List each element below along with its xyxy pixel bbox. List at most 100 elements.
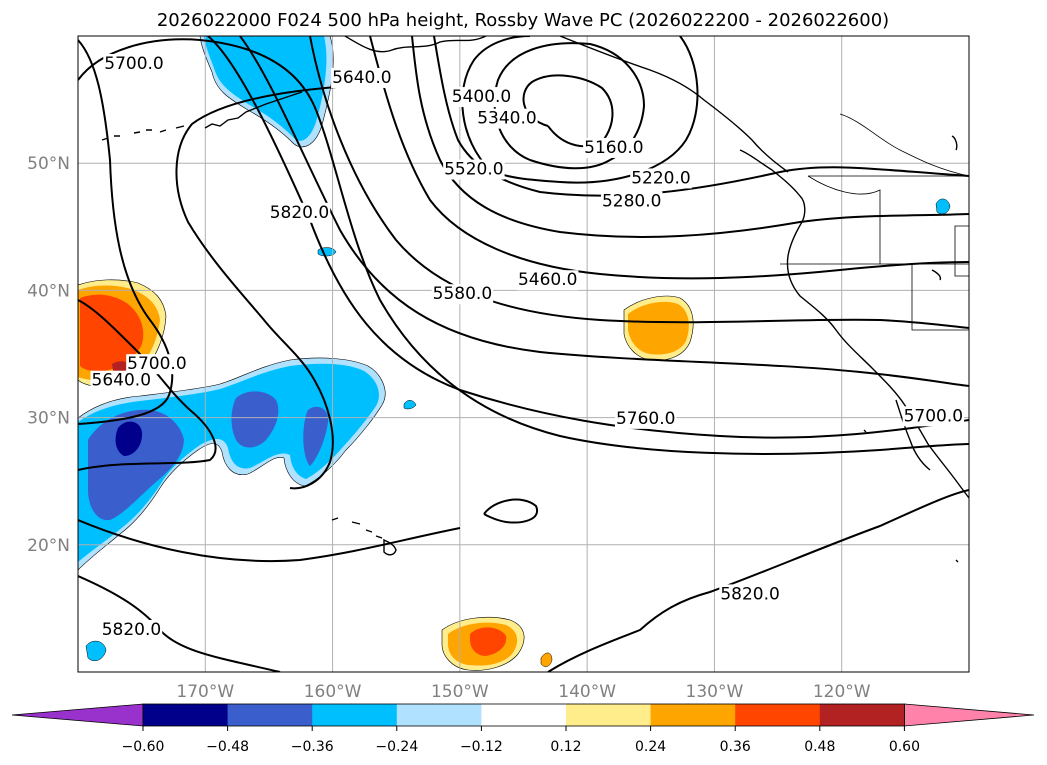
contour-5520 bbox=[309, 36, 969, 329]
colorbar-tick-label: −0.24 bbox=[375, 739, 418, 755]
contour-label: 5820.0 bbox=[720, 584, 779, 604]
contour-label: 5700.0 bbox=[904, 406, 963, 426]
contour-label: 5280.0 bbox=[602, 191, 661, 211]
colorbar-tick-label: −0.48 bbox=[206, 739, 249, 755]
colorbar-segment bbox=[650, 704, 736, 726]
colorbar-segment bbox=[227, 704, 313, 726]
state-borders bbox=[780, 175, 969, 331]
contour-label: 5700.0 bbox=[104, 54, 163, 74]
contour-label-bg bbox=[600, 191, 663, 212]
colorbar-segment bbox=[819, 704, 905, 726]
contour-label-bg bbox=[268, 202, 331, 223]
contour-label: 5700.0 bbox=[127, 354, 186, 374]
contour-label-bg bbox=[450, 87, 513, 108]
contour-5640-west bbox=[78, 39, 174, 425]
contour-label: 5340.0 bbox=[477, 109, 536, 129]
lon-tick-label: 160°W bbox=[304, 682, 362, 702]
contour-label-bg bbox=[431, 284, 494, 305]
contour-label: 5220.0 bbox=[631, 168, 690, 188]
lat-tick-label: 20°N bbox=[27, 536, 70, 556]
colorbar-segment bbox=[396, 704, 482, 726]
lat-tick-label: 40°N bbox=[27, 281, 70, 301]
contour-5340 bbox=[433, 36, 969, 197]
lon-tick-label: 120°W bbox=[813, 682, 871, 702]
contour-label-bg bbox=[583, 137, 645, 158]
contour-5400 bbox=[411, 36, 969, 238]
contour-label-bg bbox=[443, 159, 505, 180]
lon-tick-label: 140°W bbox=[558, 682, 616, 702]
anomaly-tropical-positive bbox=[441, 616, 525, 671]
canada-border bbox=[839, 113, 969, 177]
lat-tick-label: 30°N bbox=[27, 409, 70, 429]
contour-label: 5820.0 bbox=[270, 203, 329, 223]
alaska-coast bbox=[344, 36, 487, 53]
map-frame bbox=[77, 35, 970, 673]
contour-5700-west bbox=[78, 299, 217, 471]
aleutian-islands bbox=[204, 91, 303, 129]
anomaly-northeast-pacific-positive bbox=[623, 295, 694, 361]
contour-label: 5760.0 bbox=[616, 409, 675, 429]
contour-label: 5640.0 bbox=[332, 68, 391, 88]
axis-labels: 170°W 160°W 150°W 140°W 130°W 120°W 20°N 30°N 40… bbox=[27, 154, 871, 702]
colorbar-outline bbox=[142, 703, 905, 727]
contour-label: 5640.0 bbox=[92, 371, 151, 391]
colorbar-segment bbox=[143, 704, 229, 726]
contour-5820-ridge bbox=[175, 85, 351, 490]
colorbar-segment bbox=[566, 704, 652, 726]
contour-5460 bbox=[369, 36, 969, 280]
contour-5760 bbox=[78, 498, 539, 563]
colorbar-segment bbox=[312, 704, 398, 726]
contour-label-bg bbox=[614, 408, 677, 429]
map-title: 2026022000 F024 500 hPa height, Rossby W… bbox=[157, 10, 889, 31]
contour-labels: 5700.05640.05400.05340.05520.05820.05160… bbox=[90, 53, 965, 641]
contour-label-bg bbox=[126, 354, 188, 375]
contour-label-bg bbox=[476, 108, 538, 129]
lon-tick-label: 150°W bbox=[431, 682, 489, 702]
colorbar-tick-label: 0.24 bbox=[635, 739, 666, 755]
hawaiian-islands bbox=[331, 517, 383, 539]
height-contours bbox=[78, 36, 969, 672]
contour-label-bg bbox=[103, 53, 165, 74]
colorbar-tick-label: 0.12 bbox=[550, 739, 581, 755]
contour-label-bg bbox=[516, 270, 579, 291]
contour-label: 5400.0 bbox=[452, 87, 511, 107]
contour-label-bg bbox=[100, 620, 163, 641]
contour-label-bg bbox=[90, 370, 153, 391]
anomaly-aleutian-negative bbox=[199, 36, 334, 148]
colorbar-segment bbox=[481, 704, 567, 726]
contour-label-bg bbox=[902, 406, 965, 427]
colorbar-extend-max bbox=[904, 703, 1035, 727]
coastal-details bbox=[863, 135, 959, 563]
hawaii-big-island bbox=[383, 538, 397, 556]
colorbar-tick-label: −0.60 bbox=[122, 739, 165, 755]
contour-label: 5520.0 bbox=[444, 160, 503, 180]
lon-tick-label: 170°W bbox=[176, 682, 234, 702]
colorbar-extend-min bbox=[11, 703, 144, 727]
colorbar-tick-label: −0.36 bbox=[291, 739, 334, 755]
map-background bbox=[78, 36, 969, 672]
contour-5580 bbox=[239, 36, 969, 387]
contour-label: 5460.0 bbox=[518, 270, 577, 290]
contour-5700 bbox=[78, 38, 969, 455]
lon-tick-label: 130°W bbox=[686, 682, 744, 702]
map-area: 5700.05640.05400.05340.05520.05820.05160… bbox=[78, 36, 969, 672]
colorbar-tick-label: −0.12 bbox=[460, 739, 503, 755]
contour-label-bg bbox=[719, 584, 781, 605]
colorbar-tick-label: 0.48 bbox=[804, 739, 835, 755]
map-inset-box bbox=[954, 225, 969, 277]
aleutian-islands-west bbox=[101, 125, 185, 141]
baja-peninsula bbox=[895, 399, 931, 471]
contour-label-bg bbox=[630, 168, 692, 189]
colorbar: −0.60 −0.48 −0.36 −0.24 −0.12 0.12 0.24 0.36 0.4… bbox=[11, 703, 1035, 755]
contour-label: 5580.0 bbox=[433, 284, 492, 304]
contour-5820-east bbox=[547, 489, 969, 672]
contour-label: 5820.0 bbox=[102, 620, 161, 640]
colorbar-tick-label: 0.60 bbox=[889, 739, 920, 755]
gulf-of-alaska-coast bbox=[559, 36, 789, 173]
colorbar-segment bbox=[735, 704, 821, 726]
colorbar-tick-label: 0.36 bbox=[720, 739, 751, 755]
contour-label-bg bbox=[331, 67, 393, 88]
lat-tick-label: 50°N bbox=[27, 154, 70, 174]
contour-label: 5160.0 bbox=[584, 138, 643, 158]
